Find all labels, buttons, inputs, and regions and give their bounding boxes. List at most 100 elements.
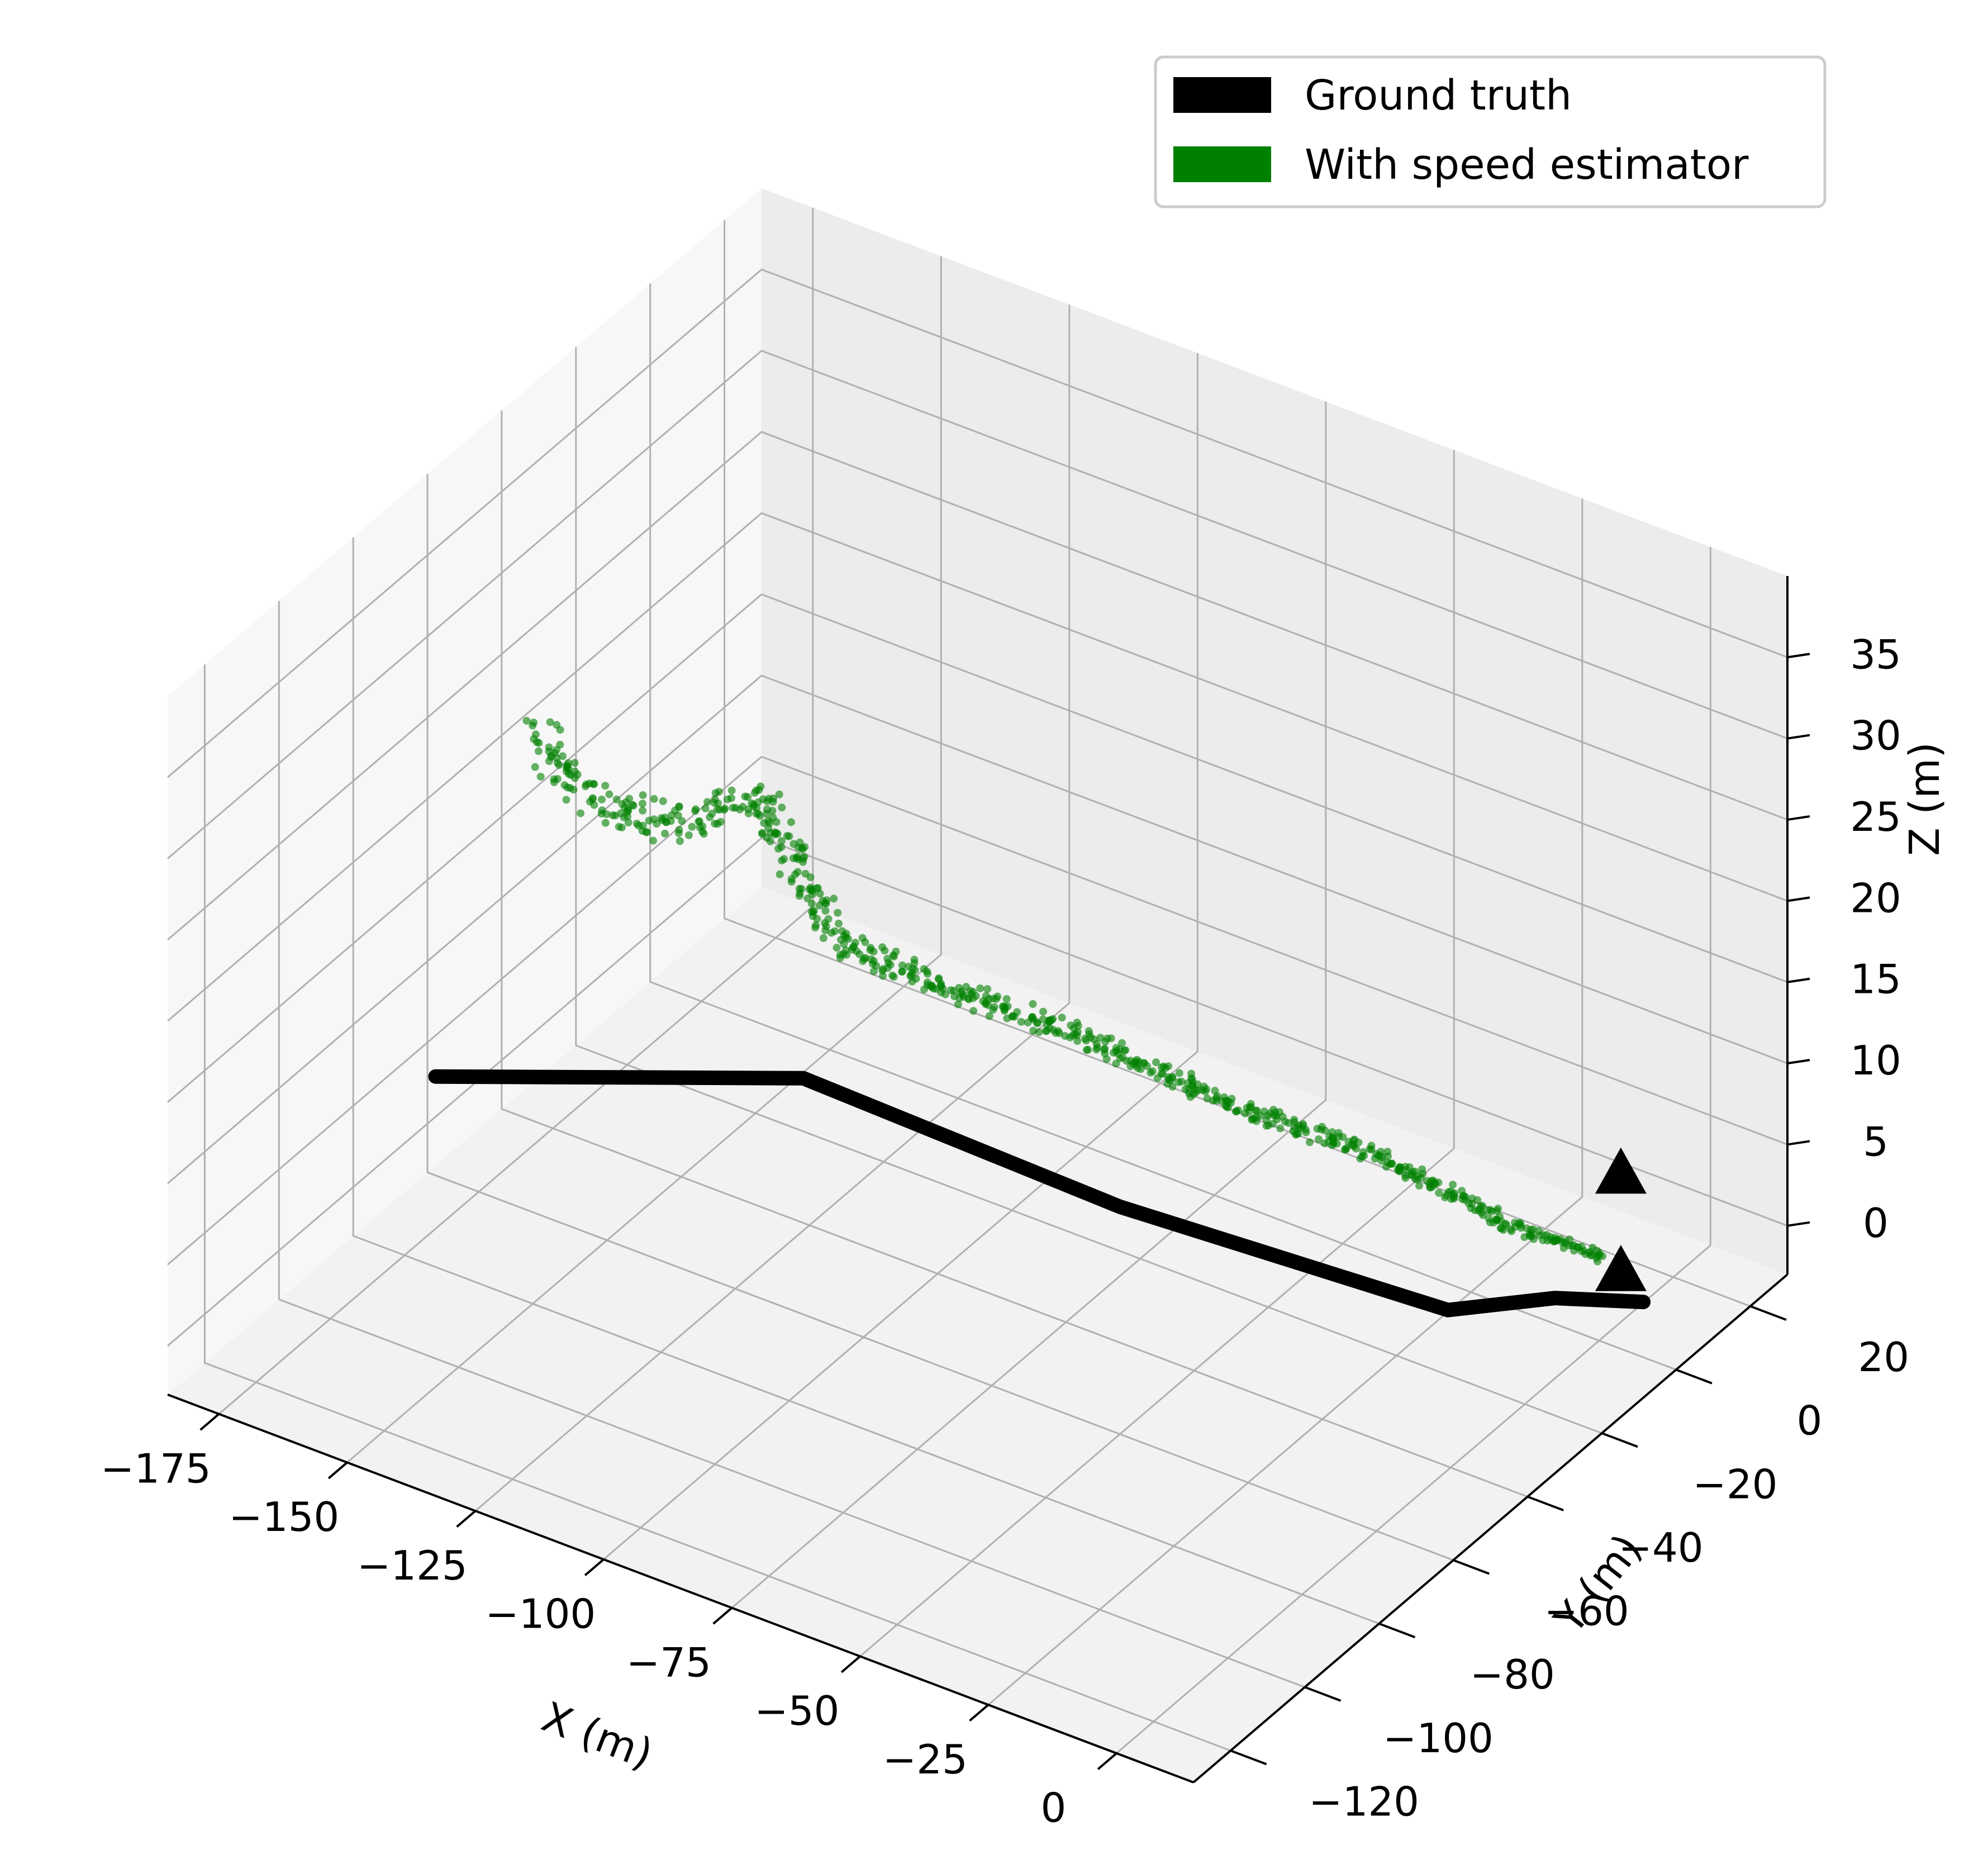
estimator-point bbox=[1000, 1002, 1007, 1010]
z-tick bbox=[1787, 734, 1810, 740]
estimator-point bbox=[711, 789, 720, 797]
estimator-point bbox=[824, 915, 833, 923]
estimator-point bbox=[1147, 1068, 1155, 1077]
z-tick bbox=[1787, 653, 1810, 659]
estimator-point bbox=[1101, 1049, 1109, 1058]
estimator-point bbox=[1359, 1148, 1367, 1156]
estimator-point bbox=[1126, 1062, 1135, 1071]
estimator-point bbox=[1367, 1141, 1376, 1150]
z-tick bbox=[1787, 896, 1810, 902]
estimator-point bbox=[1485, 1214, 1493, 1223]
estimator-point bbox=[1401, 1171, 1410, 1179]
estimator-point bbox=[836, 951, 844, 959]
estimator-point bbox=[1290, 1124, 1299, 1131]
legend-label-with-speed-estimator: With speed estimator bbox=[1305, 141, 1749, 189]
estimator-point bbox=[1523, 1224, 1531, 1233]
estimator-point bbox=[869, 948, 878, 956]
estimator-point bbox=[834, 909, 842, 917]
estimator-point bbox=[1115, 1045, 1124, 1054]
estimator-point bbox=[570, 767, 579, 776]
estimator-point bbox=[957, 989, 965, 997]
estimator-point bbox=[883, 955, 892, 963]
estimator-point bbox=[615, 822, 623, 831]
estimator-point bbox=[661, 829, 669, 838]
estimator-point bbox=[1313, 1125, 1321, 1133]
x-tick bbox=[840, 1655, 861, 1673]
estimator-point bbox=[612, 795, 621, 803]
grid-line-z bbox=[167, 512, 1788, 1022]
estimator-point bbox=[753, 803, 761, 812]
estimator-point bbox=[1342, 1144, 1350, 1152]
series-with-speed-estimator bbox=[522, 717, 1607, 1266]
y-tick bbox=[1453, 1559, 1490, 1575]
grid-line-x bbox=[603, 353, 1198, 1561]
estimator-point bbox=[653, 820, 661, 828]
estimator-point bbox=[1262, 1116, 1271, 1124]
estimator-point bbox=[766, 837, 774, 845]
estimator-point bbox=[923, 978, 931, 987]
grid-line-z bbox=[167, 268, 1788, 778]
estimator-point bbox=[1084, 1045, 1092, 1054]
estimator-point bbox=[659, 797, 667, 805]
estimator-point bbox=[787, 818, 795, 826]
estimator-point bbox=[545, 743, 553, 751]
estimator-point bbox=[608, 811, 617, 820]
estimator-point bbox=[531, 730, 540, 739]
estimator-point bbox=[1043, 1020, 1051, 1029]
estimator-point bbox=[1174, 1078, 1183, 1086]
estimator-point bbox=[762, 810, 771, 818]
estimator-point bbox=[701, 804, 710, 812]
estimator-point bbox=[869, 967, 878, 976]
x-tick bbox=[1097, 1752, 1117, 1770]
estimator-point bbox=[727, 794, 735, 802]
estimator-point bbox=[989, 1006, 997, 1014]
x-tick bbox=[327, 1461, 348, 1480]
estimator-point bbox=[628, 801, 636, 809]
estimator-point bbox=[662, 818, 670, 826]
estimator-point bbox=[1029, 1026, 1038, 1035]
estimator-point bbox=[532, 738, 541, 746]
z-tick-label: 30 bbox=[1850, 712, 1901, 759]
estimator-point bbox=[1516, 1219, 1524, 1227]
estimator-point bbox=[1442, 1191, 1450, 1200]
estimator-point bbox=[1188, 1082, 1196, 1090]
grid-line-z bbox=[167, 593, 1788, 1103]
estimator-point bbox=[598, 806, 606, 815]
y-tick bbox=[1601, 1432, 1638, 1448]
grid-line-x bbox=[1116, 546, 1711, 1754]
estimator-point bbox=[1042, 1026, 1050, 1035]
estimator-point bbox=[553, 775, 562, 783]
estimator-point bbox=[1009, 1012, 1017, 1020]
y-tick-label: −20 bbox=[1693, 1461, 1778, 1507]
estimator-point bbox=[785, 832, 793, 840]
estimator-point bbox=[1581, 1250, 1590, 1258]
estimator-point bbox=[821, 926, 830, 935]
estimator-point bbox=[969, 1007, 978, 1015]
estimator-point bbox=[536, 773, 545, 781]
estimator-point bbox=[748, 799, 756, 807]
estimator-point bbox=[1434, 1178, 1443, 1187]
estimator-point bbox=[898, 961, 906, 969]
estimator-point bbox=[932, 984, 940, 993]
grid-line-x bbox=[731, 401, 1327, 1609]
legend-swatch-ground-truth bbox=[1173, 77, 1271, 113]
estimator-point bbox=[1250, 1115, 1258, 1123]
estimator-point bbox=[831, 927, 839, 935]
estimator-point bbox=[1383, 1148, 1392, 1156]
estimator-point bbox=[878, 943, 887, 952]
z-tick-label: 20 bbox=[1850, 874, 1901, 921]
estimator-point bbox=[935, 974, 943, 982]
estimator-point bbox=[1175, 1069, 1183, 1077]
estimator-point bbox=[667, 811, 676, 820]
estimator-point bbox=[821, 907, 830, 915]
y-tick bbox=[1749, 1305, 1787, 1321]
estimator-point bbox=[1135, 1058, 1143, 1066]
estimator-point bbox=[1467, 1204, 1475, 1212]
estimator-point bbox=[1435, 1189, 1443, 1197]
estimator-point bbox=[954, 1000, 962, 1009]
x-tick-label: −25 bbox=[883, 1736, 968, 1783]
legend-swatch-with-speed-estimator bbox=[1173, 146, 1271, 182]
triangle-marker bbox=[1595, 1147, 1647, 1194]
grid-line-y bbox=[278, 601, 1305, 1688]
estimator-point bbox=[1525, 1232, 1534, 1240]
